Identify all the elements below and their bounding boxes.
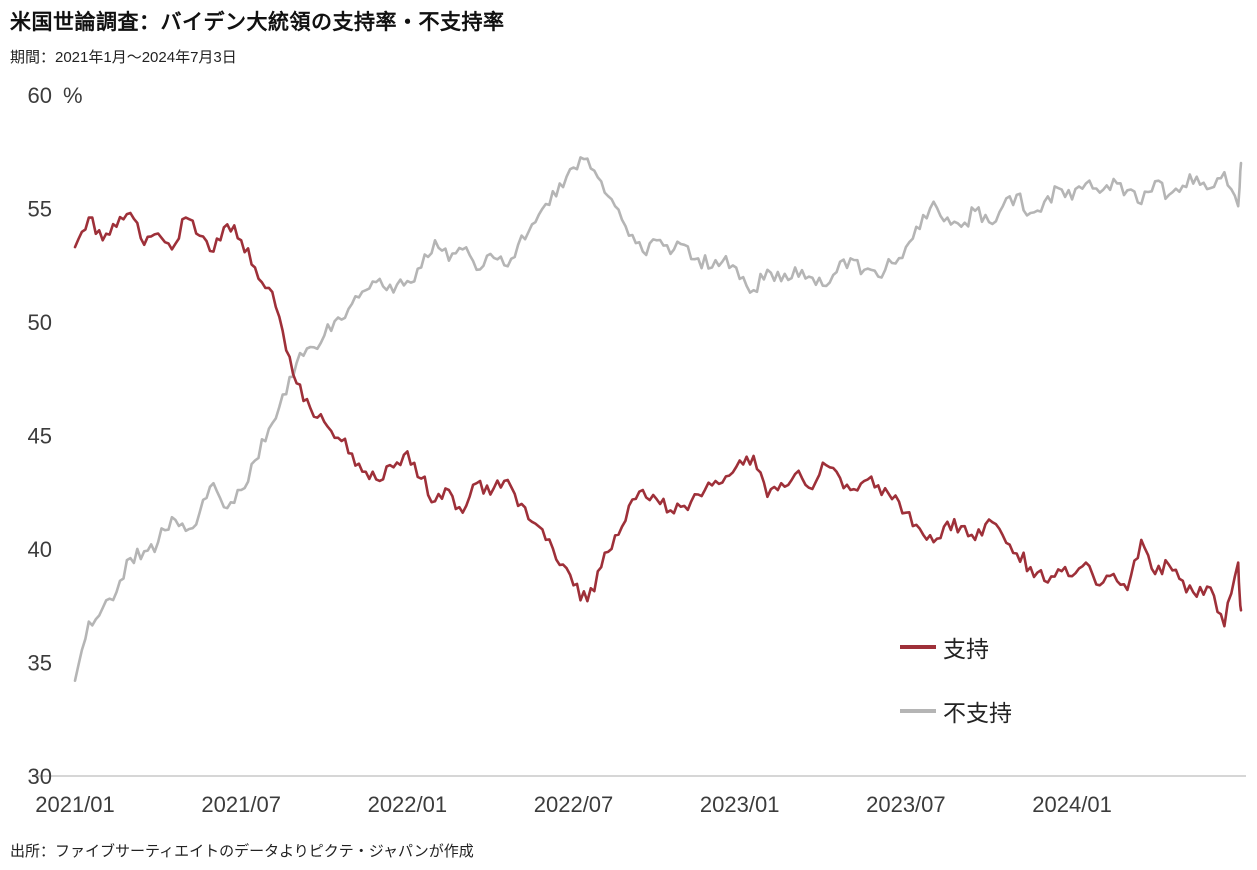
chart-source: 出所：ファイブサーティエイトのデータよりピクテ・ジャパンが作成	[10, 843, 474, 860]
y-axis-unit-label: %	[63, 83, 83, 108]
plot-svg: 30 35 40 45 50 55 60 % 2021/01 2021/07 2022/01 2022…	[28, 83, 1246, 817]
legend-item-approval: 支持	[900, 630, 1012, 664]
x-tick-label: 2024/01	[1032, 792, 1112, 817]
y-tick-label: 45	[28, 424, 52, 449]
x-tick-label: 2021/01	[35, 792, 115, 817]
series-line-disapproval	[73, 156, 1243, 683]
y-tick-label: 40	[28, 537, 52, 562]
legend-swatch-line	[900, 645, 936, 649]
legend-swatch-line	[900, 709, 936, 713]
x-tick-label: 2021/07	[201, 792, 281, 817]
chart-title: 米国世論調査：バイデン大統領の支持率・不支持率	[10, 11, 505, 34]
y-tick-label: 50	[28, 310, 52, 335]
legend-label: 不支持	[943, 700, 1012, 726]
y-tick-label: 30	[28, 764, 52, 789]
y-tick-label: 60	[28, 83, 52, 108]
series-line-approval	[73, 211, 1243, 628]
legend-item-disapproval: 不支持	[900, 694, 1012, 728]
x-tick-label: 2023/01	[700, 792, 780, 817]
x-tick-label: 2022/07	[534, 792, 614, 817]
x-tick-label: 2022/01	[368, 792, 448, 817]
chart-subtitle: 期間：2021年1月～2024年7月3日	[10, 49, 237, 66]
legend-label: 支持	[943, 636, 989, 662]
x-tick-label: 2023/07	[866, 792, 946, 817]
legend: 支持 不支持	[900, 630, 1012, 728]
y-tick-label: 55	[28, 197, 52, 222]
y-tick-label: 35	[28, 651, 52, 676]
